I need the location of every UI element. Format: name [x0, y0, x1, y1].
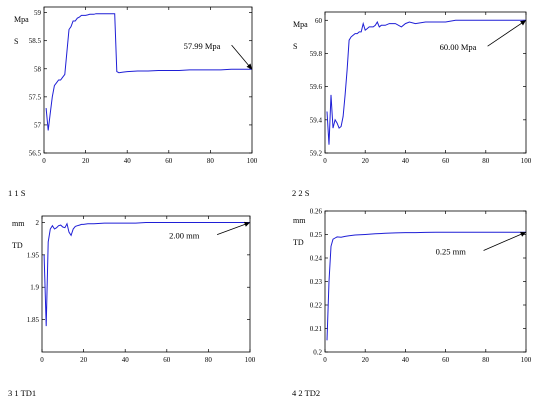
chart-panel-3: 0 20 40 60 80 100 1.85 1.9 1.95 2 2.00 mm mm TD 3 1 T… — [8, 215, 256, 398]
x-tick-label: 0 — [40, 356, 44, 364]
x-tick-label: 40 — [402, 157, 410, 165]
y-tick-label: 57.5 — [29, 93, 42, 101]
x-tick-label: 20 — [362, 157, 370, 165]
annotation-arrow — [483, 231, 527, 251]
x-tick-label: 60 — [163, 356, 171, 364]
x-tick-label: 0 — [42, 157, 46, 165]
x-tick-label: 20 — [362, 356, 370, 364]
x-tick-label: 100 — [521, 157, 532, 165]
annotation-arrow — [216, 222, 251, 236]
y-axis-label-line: mm — [12, 219, 25, 228]
annotation-label: 2.00 mm — [169, 231, 200, 241]
chart-panel-1: 0 20 40 60 80 100 56.5 57 57.5 58 58.5 59 57.99 Mpa M… — [8, 6, 258, 198]
x-tick-label: 40 — [124, 157, 132, 165]
x-tick-label: 80 — [482, 356, 490, 364]
x-tick-label: 0 — [323, 157, 327, 165]
y-tick-label: 0.2 — [313, 349, 322, 357]
y-tick-label: 60 — [315, 17, 323, 25]
y-axis-label-line: TD — [293, 238, 304, 247]
x-tick-label: 60 — [442, 356, 450, 364]
y-axis-label-line: S — [14, 37, 18, 46]
x-tick-label: 80 — [207, 157, 215, 165]
x-tick-label: 20 — [82, 157, 90, 165]
y-axis-label-line: Mpa — [293, 20, 308, 29]
figure-caption: 1 1 S — [8, 188, 26, 198]
y-tick-label: 0.24 — [310, 255, 323, 263]
y-tick-label: 2 — [36, 219, 40, 227]
x-tick-label: 40 — [402, 356, 410, 364]
series-line — [326, 231, 526, 341]
x-tick-label: 100 — [245, 356, 256, 364]
figure-caption: 2 2 S — [292, 188, 310, 198]
y-tick-label: 1.85 — [27, 316, 40, 324]
annotation-arrowhead — [520, 231, 526, 237]
annotation-arrowhead — [520, 20, 526, 26]
plot-frame — [43, 6, 253, 154]
y-tick-label: 59.2 — [310, 150, 323, 158]
plot-frame — [324, 11, 527, 154]
x-tick-label: 40 — [122, 356, 130, 364]
chart-panel-4: 0 20 40 60 80 100 0.2 0.21 0.22 0.23 0.24 0.25 0.26 0… — [292, 208, 532, 399]
x-tick-label: 60 — [165, 157, 173, 165]
y-tick-label: 59 — [34, 9, 42, 17]
y-tick-label: 59.8 — [310, 50, 323, 58]
x-tick-label: 80 — [482, 157, 490, 165]
annotation-label: 57.99 Mpa — [184, 41, 221, 51]
x-tick-label: 100 — [521, 356, 532, 364]
x-tick-label: 60 — [442, 157, 450, 165]
figure-caption: 3 1 TD1 — [8, 388, 36, 398]
series-line — [43, 222, 250, 327]
annotation-arrowhead — [246, 63, 252, 70]
annotation-label: 60.00 Mpa — [440, 42, 477, 52]
figure-caption: 4 2 TD2 — [292, 388, 320, 398]
annotation-arrowhead — [244, 221, 250, 227]
y-tick-label: 1.9 — [30, 284, 39, 292]
series-line — [326, 19, 526, 145]
y-tick-label: 58 — [34, 65, 42, 73]
series-line — [45, 13, 252, 131]
y-tick-label: 0.25 — [310, 231, 323, 239]
y-axis-label-line: Mpa — [14, 15, 29, 24]
y-tick-label: 57 — [34, 121, 42, 129]
y-tick-label: 59.4 — [310, 116, 323, 124]
annotation-label: 0.25 mm — [436, 246, 467, 256]
x-tick-label: 20 — [80, 356, 88, 364]
x-tick-label: 100 — [247, 157, 258, 165]
y-tick-label: 0.21 — [310, 325, 323, 333]
y-axis-label-line: TD — [12, 241, 23, 250]
y-tick-label: 56.5 — [29, 150, 42, 158]
y-axis-label-line: mm — [293, 216, 306, 225]
annotation-arrow — [487, 19, 527, 47]
plot-frame — [41, 215, 251, 353]
y-tick-label: 0.26 — [310, 208, 323, 216]
chart-panel-2: 0 20 40 60 80 100 59.2 59.4 59.6 59.8 60 60.00 Mpa M… — [292, 11, 532, 198]
x-tick-label: 80 — [205, 356, 213, 364]
y-tick-label: 1.95 — [27, 251, 40, 259]
y-tick-label: 59.6 — [310, 83, 323, 91]
y-tick-label: 58.5 — [29, 37, 42, 45]
y-axis-label-line: S — [293, 42, 297, 51]
x-tick-label: 0 — [323, 356, 327, 364]
y-tick-label: 0.23 — [310, 278, 323, 286]
y-tick-label: 0.22 — [310, 302, 323, 310]
